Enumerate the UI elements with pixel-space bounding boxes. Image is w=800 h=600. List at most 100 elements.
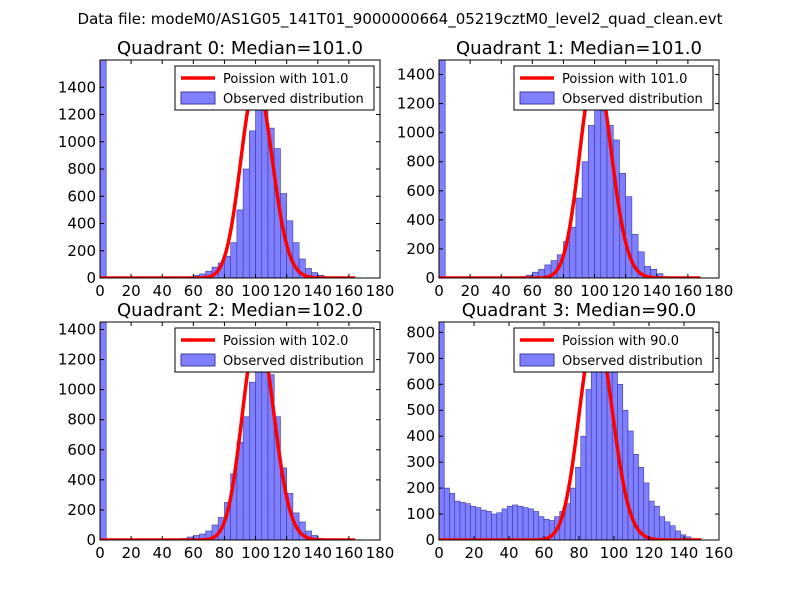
quadrant-3-hist-bar xyxy=(470,505,477,540)
quadrant-3-ytick-label: 200 xyxy=(406,479,435,497)
quadrant-1-xtick-label: 140 xyxy=(642,282,671,300)
quadrant-1-ytick-label: 1000 xyxy=(397,124,435,142)
quadrant-3-hist-bar xyxy=(575,467,582,540)
quadrant-2-ytick-label: 400 xyxy=(67,471,96,489)
quadrant-3-hist-bar xyxy=(533,511,540,540)
quadrant-0-xtick-label: 0 xyxy=(95,282,105,300)
quadrant-0-xtick-label: 120 xyxy=(272,282,301,300)
quadrant-1-hist-bar xyxy=(625,196,633,278)
quadrant-0-ytick-label: 0 xyxy=(86,269,96,287)
quadrant-1-axes-frame xyxy=(438,59,720,279)
quadrant-0-xtick-label: 100 xyxy=(241,282,270,300)
quadrant-3-ytick-label: 400 xyxy=(406,427,435,445)
quadrant-3-xtick-label: 120 xyxy=(635,544,664,562)
quadrant-1-xtick-label: 100 xyxy=(580,282,609,300)
quadrant-0-xtick-label: 20 xyxy=(122,282,141,300)
quadrant-3-hist-bar xyxy=(449,492,456,540)
quadrant-0-title: Quadrant 0: Median=101.0 xyxy=(117,38,363,59)
quadrant-0-legend-bar-label: Observed distribution xyxy=(223,92,364,107)
quadrant-0-poisson-line xyxy=(100,80,356,278)
quadrant-2-xtick-label: 180 xyxy=(366,544,395,562)
quadrant-2-hist-bar xyxy=(242,416,250,540)
quadrant-3-xtick-label: 80 xyxy=(569,544,588,562)
quadrant-3-hist-bar xyxy=(459,502,466,540)
quadrant-3-hist-bar xyxy=(475,507,482,540)
quadrant-0-xtick-label: 40 xyxy=(153,282,172,300)
quadrant-3-hist-bar xyxy=(643,482,650,540)
quadrant-3-legend: Poission with 90.0 Observed distribution xyxy=(513,327,714,373)
quadrant-3-hist-bar xyxy=(506,505,513,540)
quadrant-2-plot-area xyxy=(100,322,356,540)
quadrant-2-xtick-label: 60 xyxy=(184,544,203,562)
quadrant-2-ytick-label: 200 xyxy=(67,501,96,519)
quadrant-3-xtick-label: 40 xyxy=(499,544,518,562)
quadrant-2-axes-frame xyxy=(99,321,381,541)
quadrant-3-hist-bar xyxy=(659,516,666,540)
quadrant-1-xtick-label: 120 xyxy=(611,282,640,300)
quadrant-3-ytick-label: 0 xyxy=(425,531,435,549)
quadrant-2-legend: Poission with 102.0 Observed distribution xyxy=(174,327,375,373)
quadrant-0-hist-bar xyxy=(236,209,244,278)
quadrant-1-legend-bar-swatch xyxy=(519,91,555,105)
quadrant-0-legend: Poission with 101.0 Observed distribution xyxy=(174,65,375,111)
quadrant-1-xtick-label: 0 xyxy=(434,282,444,300)
quadrant-1-ytick-label: 400 xyxy=(406,211,435,229)
quadrant-3-hist-bar xyxy=(439,322,445,540)
quadrant-1-legend-box xyxy=(513,65,714,111)
quadrant-3-legend-bar-label: Observed distribution xyxy=(562,354,703,369)
quadrant-3-hist-bar xyxy=(517,505,524,540)
quadrant-2-xtick-label: 40 xyxy=(153,544,172,562)
quadrant-1-ytick-label: 1400 xyxy=(397,66,435,84)
quadrant-3-xtick-label: 100 xyxy=(600,544,629,562)
quadrant-0-ytick-label: 800 xyxy=(67,160,96,178)
quadrant-1-ytick-label: 800 xyxy=(406,153,435,171)
quadrant-0-panel: Quadrant 0: Median=101.0 0 20 40 60 80 100 120… xyxy=(58,38,395,300)
quadrant-1-xtick-label: 40 xyxy=(492,282,511,300)
quadrant-3-hist-bar xyxy=(653,505,660,540)
quadrant-1-hist-bar xyxy=(588,125,595,278)
quadrant-3-hist-bar xyxy=(669,525,676,540)
quadrant-1-legend-bar-label: Observed distribution xyxy=(562,92,703,107)
quadrant-2-ytick-label: 1200 xyxy=(58,351,96,369)
quadrant-3-hist-bar xyxy=(501,508,508,540)
quadrant-0-legend-line-label: Poission with 101.0 xyxy=(223,72,348,87)
quadrant-2-ytick-label: 0 xyxy=(86,531,96,549)
quadrant-2-legend-line-label: Poission with 102.0 xyxy=(223,334,348,349)
quadrant-2-hist-bar xyxy=(100,322,107,540)
quadrant-3-hist-bar xyxy=(627,430,634,540)
quadrant-0-hist-bar xyxy=(230,242,238,278)
quadrant-2-xtick-label: 20 xyxy=(122,544,141,562)
quadrant-3-hist-bar xyxy=(590,352,597,540)
quadrant-3-hist-bar xyxy=(454,500,461,540)
quadrant-1-legend-line-label: Poission with 101.0 xyxy=(562,72,687,87)
quadrant-1-ytick-label: 600 xyxy=(406,182,435,200)
quadrant-2-xtick-label: 140 xyxy=(303,544,332,562)
quadrant-2-poisson-line xyxy=(100,329,356,540)
quadrant-2-ytick-label: 1400 xyxy=(58,321,96,339)
quadrant-3-hist-bar xyxy=(443,487,450,540)
quadrant-2-legend-bar-swatch xyxy=(180,353,216,367)
quadrant-3-xtick-label: 0 xyxy=(434,544,444,562)
quadrant-0-hist-bar xyxy=(255,100,263,278)
quadrant-3-hist-bar xyxy=(496,512,503,540)
quadrant-3-ytick-label: 600 xyxy=(406,375,435,393)
quadrant-2-xtick-label: 120 xyxy=(272,544,301,562)
quadrant-3-legend-bar-swatch xyxy=(519,353,555,367)
quadrant-3-xtick-label: 140 xyxy=(670,544,699,562)
figure-suptitle: Data file: modeM0/AS1G05_141T01_90000006… xyxy=(78,10,723,29)
quadrant-3-hist-bar xyxy=(585,389,592,540)
quadrant-1-hist-bar xyxy=(439,60,446,278)
quadrant-3-hist-bar xyxy=(648,500,655,540)
quadrant-3-ytick-label: 100 xyxy=(406,505,435,523)
quadrant-3-hist-bar xyxy=(538,516,545,540)
quadrant-3-hist-bar xyxy=(569,487,576,540)
quadrant-1-ytick-label: 1200 xyxy=(397,95,435,113)
quadrant-0-ytick-label: 1400 xyxy=(58,78,96,96)
quadrant-0-hist-bar xyxy=(249,130,256,278)
quadrant-1-hist-bar xyxy=(575,197,583,278)
quadrant-2-title: Quadrant 2: Median=102.0 xyxy=(117,300,363,321)
quadrant-1-panel: Quadrant 1: Median=101.0 0 20 40 60 80 100 120… xyxy=(397,38,734,300)
quadrant-2-panel: Quadrant 2: Median=102.0 0 20 40 60 80 100 120… xyxy=(58,300,395,562)
quadrant-0-ytick-label: 400 xyxy=(67,215,96,233)
